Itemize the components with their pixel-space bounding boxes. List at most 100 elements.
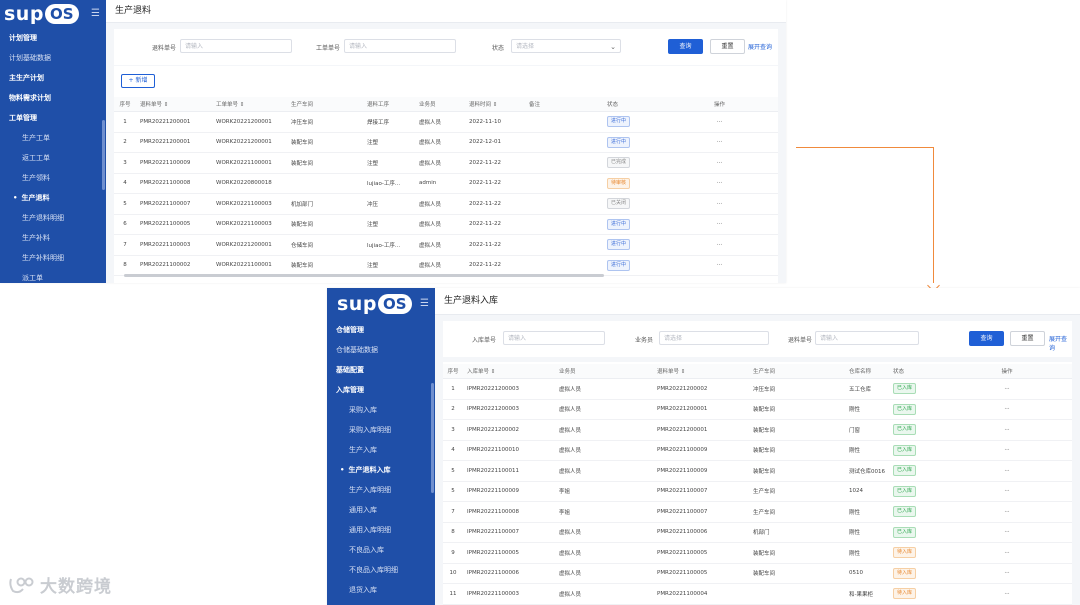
table-cell-process: lujiao-工序...: [363, 173, 415, 194]
sidebar-item-0[interactable]: 仓储管理: [336, 326, 364, 334]
sidebar-item-13[interactable]: 退货入库: [349, 586, 377, 594]
sidebar-item-0[interactable]: 计划管理: [9, 34, 37, 42]
table-row[interactable]: 8 PMR20221100002 WORK20221100001 装配车间 注塑 虚拟人员…: [114, 255, 778, 276]
table-row[interactable]: 2 IPMR20221200003 虚拟人员 PMR20221200001 装配车间 刚性…: [443, 399, 1072, 420]
table-cell-op[interactable]: ···: [942, 399, 1072, 420]
table-row[interactable]: 2 PMR20221200001 WORK20221200001 装配车间 注塑 虚拟人员…: [114, 132, 778, 153]
sidebar-item-14[interactable]: 退货入库明细: [327, 600, 435, 605]
table-cell-op[interactable]: ···: [942, 481, 1072, 502]
sidebar-item-5[interactable]: 采购入库明细: [349, 426, 391, 434]
table-row[interactable]: 9 IPMR20221100005 虚拟人员 PMR20221100005 装配车间 刚性…: [443, 542, 1072, 564]
table-cell-op[interactable]: ···: [942, 522, 1072, 543]
table-cell-process: 注塑: [363, 255, 415, 276]
sidebar-item-8[interactable]: 生产退料: [0, 188, 106, 208]
column-header: 生产车间: [287, 97, 363, 112]
table-row[interactable]: 11 IPMR20221100003 虚拟人员 PMR20221100004 和-果果柜…: [443, 583, 1072, 605]
sidebar-item-9[interactable]: 生产退料明细: [22, 214, 64, 222]
sidebar-item-4[interactable]: 工单管理: [9, 114, 37, 122]
expand-query-link[interactable]: 展开查询: [1049, 336, 1068, 352]
reset-button[interactable]: 重置: [1010, 331, 1045, 346]
staff-select[interactable]: 请选择: [659, 331, 769, 345]
table-cell-op[interactable]: ···: [661, 214, 778, 235]
sidebar-item-11[interactable]: 生产补料明细: [22, 254, 64, 262]
query-button[interactable]: 查询: [969, 331, 1004, 346]
table-cell-return_no: PMR20221100007: [653, 481, 749, 502]
sidebar-item-2[interactable]: 主生产计划: [9, 74, 44, 82]
table-cell-op[interactable]: ···: [661, 255, 778, 276]
sidebar-item-6[interactable]: 返工工单: [22, 154, 50, 162]
table-cell-op[interactable]: ···: [942, 563, 1072, 584]
query-button[interactable]: 查询: [668, 39, 703, 54]
sidebar-item-3[interactable]: 物料需求计划: [9, 94, 51, 102]
table-row[interactable]: 4 IPMR20221100010 虚拟人员 PMR20221100009 装配车间 刚性…: [443, 440, 1072, 461]
table-row[interactable]: 3 PMR20221100009 WORK20221100001 装配车间 注塑 虚拟人员…: [114, 152, 778, 174]
menu-collapse-icon[interactable]: ☰: [91, 8, 100, 19]
sidebar-item-4[interactable]: 采购入库: [349, 406, 377, 414]
table-cell-op[interactable]: ···: [942, 419, 1072, 441]
sidebar-item-10[interactable]: 通用入库明细: [349, 526, 391, 534]
table-row[interactable]: 4 PMR20221100008 WORK20220800018 lujiao-工序.…: [114, 173, 778, 194]
sidebar-item-7[interactable]: 生产退料入库: [327, 460, 435, 480]
table-row[interactable]: 8 IPMR20221100007 虚拟人员 PMR20221100006 机部门 刚性已…: [443, 522, 1072, 543]
table-cell-time: 2022-11-10: [465, 111, 525, 133]
sidebar-item-12[interactable]: 派工单: [22, 274, 43, 282]
sidebar-item-1[interactable]: 仓储基础数据: [336, 346, 378, 354]
table-cell-warehouse: 测试仓库0016: [845, 460, 889, 482]
sidebar-item-5[interactable]: 生产工单: [22, 134, 50, 142]
table-row[interactable]: 1 IPMR20221200003 虚拟人员 PMR20221200002 冲压车间 五工…: [443, 378, 1072, 400]
table-cell-work_no: WORK20221100001: [212, 255, 287, 276]
expand-query-link[interactable]: 展开查询: [748, 44, 773, 51]
table-horizontal-scrollbar[interactable]: [124, 274, 604, 277]
status-badge: 已入库: [893, 424, 917, 436]
return-no-input[interactable]: 请输入: [180, 39, 292, 53]
in-no-input[interactable]: 请输入: [503, 331, 605, 345]
table-cell-op[interactable]: ···: [661, 132, 778, 153]
status-select[interactable]: 请选择 ⌄: [511, 39, 621, 53]
add-button[interactable]: + 新增: [121, 74, 155, 88]
table-cell-op[interactable]: ···: [942, 378, 1072, 400]
table-cell-op[interactable]: ···: [661, 173, 778, 194]
table-cell-no: 2: [114, 132, 136, 153]
sidebar-item-1[interactable]: 计划基础数据: [9, 54, 51, 62]
table-cell-op[interactable]: ···: [661, 152, 778, 174]
logo-os-badge: OS: [44, 4, 79, 24]
sidebar-item-10[interactable]: 生产补料: [22, 234, 50, 242]
table-cell-status: 已入库: [889, 522, 942, 543]
table-cell-warehouse: 刚性: [845, 440, 889, 461]
table-row[interactable]: 5 IPMR20221100009 李姐 PMR20221100007 生产车间 1024…: [443, 481, 1072, 502]
status-badge: 进行中: [607, 136, 631, 148]
table-cell-op[interactable]: ···: [942, 460, 1072, 482]
table-row[interactable]: 7 PMR20221100003 WORK20221200001 仓储车间 lujiao…: [114, 234, 778, 256]
table-cell-remark: [525, 214, 603, 235]
table-cell-workshop: 装配车间: [287, 255, 363, 276]
table-cell-op[interactable]: ···: [942, 583, 1072, 605]
work-no-input[interactable]: 请输入: [344, 39, 456, 53]
table-row[interactable]: 10 IPMR20221100006 虚拟人员 PMR20221100005 装配车间 0…: [443, 563, 1072, 584]
sidebar-item-2[interactable]: 基础配置: [336, 366, 364, 374]
table-cell-op[interactable]: ···: [942, 501, 1072, 523]
table-cell-op[interactable]: ···: [661, 111, 778, 133]
sidebar-item-12[interactable]: 不良品入库明细: [349, 566, 398, 574]
sidebar-item-8[interactable]: 生产入库明细: [349, 486, 391, 494]
table-row[interactable]: 1 PMR20221200001 WORK20221200001 冲压车间 焊接工序 虚拟…: [114, 111, 778, 133]
sidebar-item-9[interactable]: 通用入库: [349, 506, 377, 514]
table-row[interactable]: 5 PMR20221100007 WORK20221100003 机加部门 冲压 虚拟人员…: [114, 193, 778, 215]
table-cell-op[interactable]: ···: [942, 542, 1072, 564]
table-row[interactable]: 3 IPMR20221200002 虚拟人员 PMR20221200001 装配车间 门窗…: [443, 419, 1072, 441]
table-cell-no: 5: [443, 460, 463, 482]
table-row[interactable]: 5 IPMR20221100011 虚拟人员 PMR20221100009 装配车间 测试…: [443, 460, 1072, 482]
reset-button[interactable]: 重置: [710, 39, 745, 54]
sidebar-item-3[interactable]: 入库管理: [336, 386, 364, 394]
table-cell-op[interactable]: ···: [661, 234, 778, 256]
table-cell-op[interactable]: ···: [942, 440, 1072, 461]
table-cell-op[interactable]: ···: [661, 193, 778, 215]
sidebar-scrollbar[interactable]: [102, 120, 105, 190]
sidebar-item-7[interactable]: 生产领料: [22, 174, 50, 182]
sidebar-item-11[interactable]: 不良品入库: [349, 546, 384, 554]
sidebar-item-6[interactable]: 生产入库: [349, 446, 377, 454]
menu-collapse-icon[interactable]: ☰: [420, 298, 429, 309]
table-row[interactable]: 6 PMR20221100005 WORK20221100003 装配车间 注塑 虚拟人员…: [114, 214, 778, 235]
table-row[interactable]: 7 IPMR20221100008 李姐 PMR20221100007 生产车间 刚性 已入…: [443, 501, 1072, 523]
return-no-input[interactable]: 请输入: [815, 331, 919, 345]
sidebar-scrollbar[interactable]: [431, 383, 434, 493]
